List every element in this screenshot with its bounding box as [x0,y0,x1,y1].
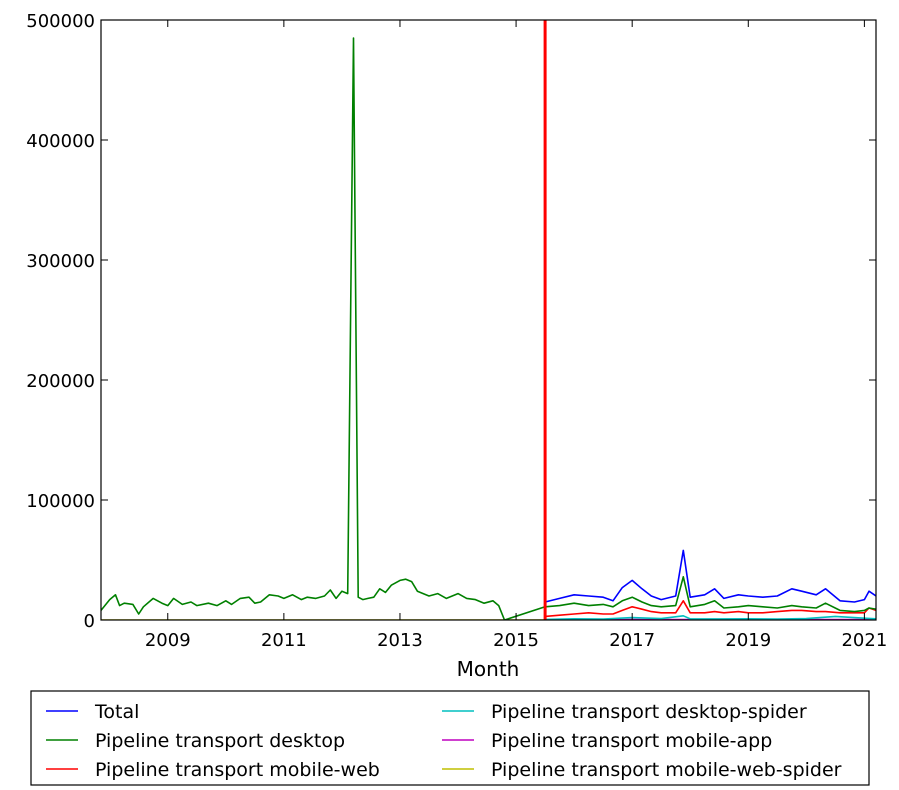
y-tick-label: 0 [84,611,95,632]
legend-label: Pipeline transport desktop [95,730,345,752]
series-line-2 [545,599,876,618]
y-tick-label: 100000 [26,491,95,512]
legend-label: Pipeline transport mobile-web-spider [491,759,842,781]
y-tick-label: 200000 [26,371,95,392]
series-line-1 [101,37,876,620]
y-tick-label: 300000 [26,251,95,272]
plot-frame [100,19,877,621]
x-tick-label: 2009 [145,630,191,651]
x-tick-label: 2013 [377,630,423,651]
y-axis: 0 100000 200000 300000 400000 500000 [26,11,876,632]
series-line-0 [544,549,876,603]
x-tick-label: 2021 [841,630,887,651]
x-tick-label: 2011 [261,630,307,651]
series-line-3 [545,614,876,620]
x-tick-label: 2017 [609,630,655,651]
legend-label: Pipeline transport desktop-spider [491,701,807,723]
y-tick-label: 500000 [26,11,95,32]
legend-label: Pipeline transport mobile-web [95,759,380,781]
plot-area [100,19,877,621]
legend-label: Pipeline transport mobile-app [491,730,772,752]
legend-label: Total [94,701,139,723]
x-axis: 2009 2011 2013 2015 2017 2019 2021 [145,20,887,651]
x-tick-label: 2019 [725,630,771,651]
y-tick-label: 400000 [26,131,95,152]
legend: Total Pipeline transport desktop Pipeline … [30,690,870,786]
x-tick-label: 2015 [493,630,539,651]
x-axis-label: Month [457,657,520,681]
